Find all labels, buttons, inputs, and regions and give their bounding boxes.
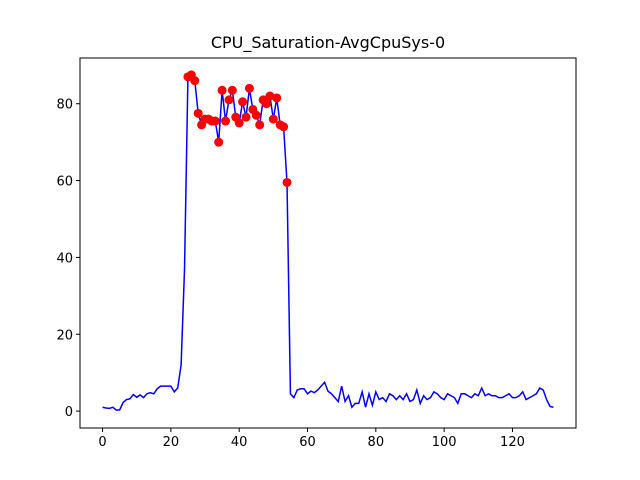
x-tick-label: 100 — [432, 435, 457, 450]
y-tick-label: 0 — [65, 405, 73, 420]
marker — [238, 97, 248, 107]
x-tick-label: 60 — [299, 435, 316, 450]
marker — [279, 122, 289, 132]
chart-title: CPU_Saturation-AvgCpuSys-0 — [211, 33, 445, 53]
marker — [190, 76, 200, 86]
marker — [217, 85, 227, 95]
marker — [251, 110, 261, 120]
marker — [244, 83, 254, 93]
x-tick-label: 40 — [231, 435, 248, 450]
x-tick-label: 0 — [98, 435, 106, 450]
line — [102, 73, 554, 411]
marker — [272, 93, 282, 103]
marker — [241, 112, 251, 122]
marker — [227, 85, 237, 95]
marker — [255, 120, 265, 130]
y-tick-label: 20 — [56, 328, 73, 343]
y-tick-label: 80 — [56, 98, 73, 113]
x-tick-label: 120 — [500, 435, 525, 450]
marker — [268, 114, 278, 124]
marker — [282, 177, 292, 187]
marker — [221, 116, 231, 126]
marker — [234, 118, 244, 128]
marker — [224, 95, 234, 105]
marker — [210, 116, 220, 126]
x-tick-label: 20 — [163, 435, 180, 450]
x-tick-label: 80 — [368, 435, 385, 450]
axes-frame — [79, 57, 577, 429]
marker — [214, 137, 224, 147]
marker — [193, 108, 203, 118]
y-tick-label: 60 — [56, 175, 73, 190]
marker — [265, 91, 275, 101]
marker — [262, 99, 272, 109]
y-tick-label: 40 — [56, 251, 73, 266]
